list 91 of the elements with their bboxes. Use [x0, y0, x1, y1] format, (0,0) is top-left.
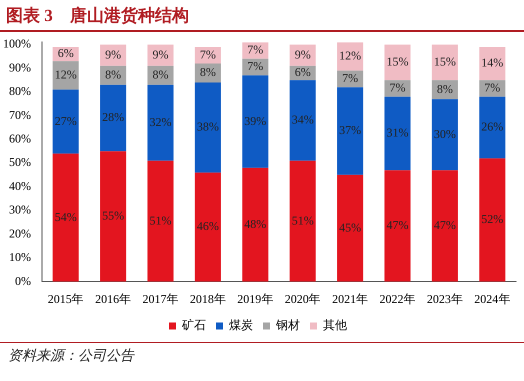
data-label: 34%	[292, 112, 314, 127]
bar	[384, 44, 411, 80]
legend-label: 钢材	[275, 318, 300, 332]
legend-label: 其他	[323, 318, 347, 332]
bar	[100, 84, 126, 152]
y-tick-label: 60%	[8, 132, 31, 146]
bar	[52, 154, 79, 282]
x-tick-label: 2019年	[237, 292, 274, 306]
bar	[384, 96, 411, 170]
x-tick-label: 2021年	[332, 292, 368, 306]
y-tick-label: 0%	[14, 274, 31, 288]
data-label: 6%	[58, 46, 74, 60]
data-label: 8%	[152, 68, 168, 82]
data-label: 14%	[481, 56, 504, 70]
data-label: 46%	[196, 219, 219, 234]
data-label: 51%	[292, 213, 314, 228]
bar	[147, 84, 174, 161]
x-tick-label: 2016年	[95, 292, 132, 306]
data-label: 55%	[102, 208, 124, 223]
data-label: 7%	[390, 80, 406, 95]
bar	[290, 80, 316, 161]
data-label: 12%	[339, 48, 362, 63]
data-label: 8%	[200, 65, 216, 80]
chart-title: 图表 3 唐山港货种结构	[0, 0, 524, 32]
x-tick-label: 2023年	[426, 292, 463, 306]
data-label: 7%	[247, 59, 264, 74]
data-label: 45%	[339, 220, 362, 234]
y-tick-label: 70%	[8, 108, 31, 122]
data-label: 52%	[481, 212, 504, 226]
y-tick-label: 10%	[8, 250, 31, 264]
y-tick-label: 50%	[8, 155, 31, 170]
data-label: 37%	[339, 123, 362, 138]
bar	[337, 174, 364, 282]
bar	[147, 160, 174, 282]
data-label: 28%	[102, 110, 124, 124]
data-label: 6%	[294, 65, 311, 80]
data-label: 47%	[434, 218, 456, 232]
y-tick-label: 30%	[8, 202, 31, 217]
data-label: 7%	[484, 80, 500, 95]
data-label: 27%	[54, 114, 77, 128]
data-label: 39%	[244, 114, 266, 128]
bar	[194, 82, 221, 173]
data-label: 38%	[196, 120, 219, 134]
bar	[290, 160, 316, 282]
bar	[479, 158, 506, 282]
data-label: 9%	[152, 47, 168, 62]
y-tick-label: 80%	[8, 84, 31, 98]
x-tick-label: 2017年	[142, 292, 178, 306]
bar	[432, 44, 458, 80]
data-label: 15%	[434, 54, 456, 69]
data-label: 12%	[54, 68, 77, 82]
data-label: 8%	[436, 82, 453, 96]
bar	[100, 151, 126, 282]
y-tick-label: 40%	[8, 178, 31, 193]
data-label: 47%	[386, 218, 408, 232]
bar	[479, 96, 506, 158]
bar	[384, 170, 411, 282]
data-label: 31%	[386, 126, 408, 140]
bar	[479, 46, 506, 80]
data-label: 48%	[244, 216, 266, 231]
bar	[432, 170, 458, 282]
data-label: 32%	[149, 114, 172, 129]
data-label: 7%	[247, 42, 264, 57]
data-label: 51%	[149, 213, 172, 228]
legend-label: 煤炭	[229, 318, 253, 332]
bar	[242, 75, 268, 168]
x-tick-label: 2020年	[284, 292, 321, 306]
data-label: 9%	[105, 47, 122, 62]
x-tick-label: 2015年	[48, 292, 84, 306]
data-label: 8%	[105, 68, 122, 82]
legend-label: 矿石	[181, 318, 206, 332]
data-label: 7%	[200, 47, 216, 62]
y-tick-label: 20%	[8, 226, 31, 240]
y-tick-label: 90%	[8, 60, 31, 74]
x-tick-label: 2022年	[380, 292, 416, 306]
x-tick-label: 2018年	[190, 292, 226, 306]
bar	[52, 90, 79, 154]
bar	[52, 61, 79, 90]
data-label: 54%	[54, 210, 77, 224]
data-label: 15%	[386, 54, 408, 69]
text: 资料来源：公司公告	[0, 342, 524, 369]
data-label: 7%	[342, 71, 358, 86]
y-tick-label: 100%	[2, 36, 31, 51]
bar	[337, 87, 364, 175]
bar	[432, 99, 458, 170]
data-label: 9%	[294, 47, 311, 62]
data-label: 26%	[481, 120, 504, 134]
x-tick-label: 2024年	[474, 292, 510, 306]
data-label: 30%	[434, 126, 456, 141]
bar	[194, 172, 221, 282]
bar	[242, 168, 268, 282]
